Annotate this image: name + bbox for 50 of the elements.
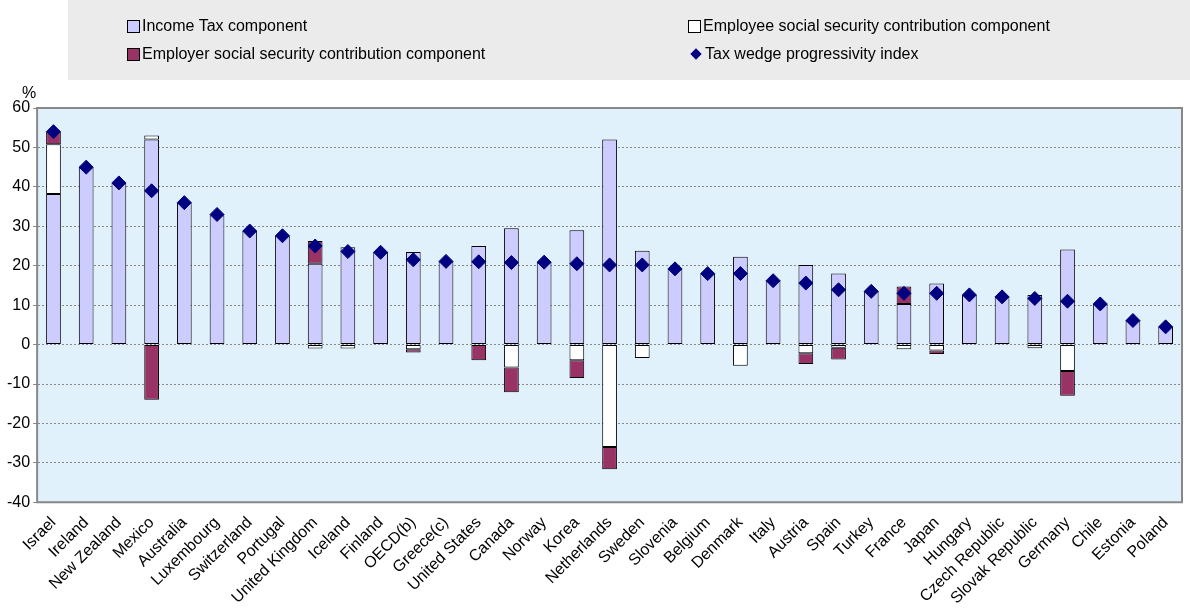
point [111, 175, 127, 191]
point [242, 223, 258, 239]
point [373, 244, 389, 260]
point [1125, 313, 1141, 329]
y-tick-label: 60 [12, 98, 31, 116]
point [994, 289, 1010, 305]
point [831, 282, 847, 298]
y-tick-label: 30 [12, 216, 31, 234]
point [929, 285, 945, 301]
point [274, 228, 290, 244]
point [1092, 296, 1108, 312]
point [45, 124, 61, 140]
point [209, 206, 225, 222]
y-tick-label: 20 [12, 256, 31, 274]
point [798, 275, 814, 291]
y-tick-label: 0 [21, 334, 31, 352]
point [340, 244, 356, 260]
point [471, 254, 487, 270]
y-tick-label: 40 [12, 177, 31, 195]
y-axis-title: % [22, 84, 37, 101]
point [405, 252, 421, 268]
legend-label: Tax wedge progressivity index [704, 45, 920, 63]
point [667, 261, 683, 277]
point [78, 159, 94, 175]
legend-label: Employee social security contribution component [702, 17, 1051, 35]
point [176, 195, 192, 211]
point [961, 287, 977, 303]
point [144, 183, 160, 199]
point [700, 266, 716, 282]
y-tick-label: -20 [7, 413, 31, 431]
point [569, 256, 585, 272]
point [863, 283, 879, 299]
point [503, 255, 519, 271]
point [634, 257, 650, 273]
y-tick-label: 50 [12, 137, 31, 155]
point [1060, 293, 1076, 309]
point [765, 273, 781, 289]
legend-label: Income Tax component [141, 17, 309, 35]
point [1027, 290, 1043, 306]
point [307, 238, 323, 254]
point [1158, 319, 1174, 335]
y-tick-label: -30 [7, 453, 31, 471]
legend-label: Employer social security contribution component [141, 45, 487, 63]
point [438, 253, 454, 269]
point [732, 266, 748, 282]
y-tick-label: -10 [7, 374, 31, 392]
point [602, 257, 618, 273]
point [536, 254, 552, 270]
y-tick-label: -40 [7, 492, 31, 510]
y-tick-label: 10 [12, 295, 31, 313]
